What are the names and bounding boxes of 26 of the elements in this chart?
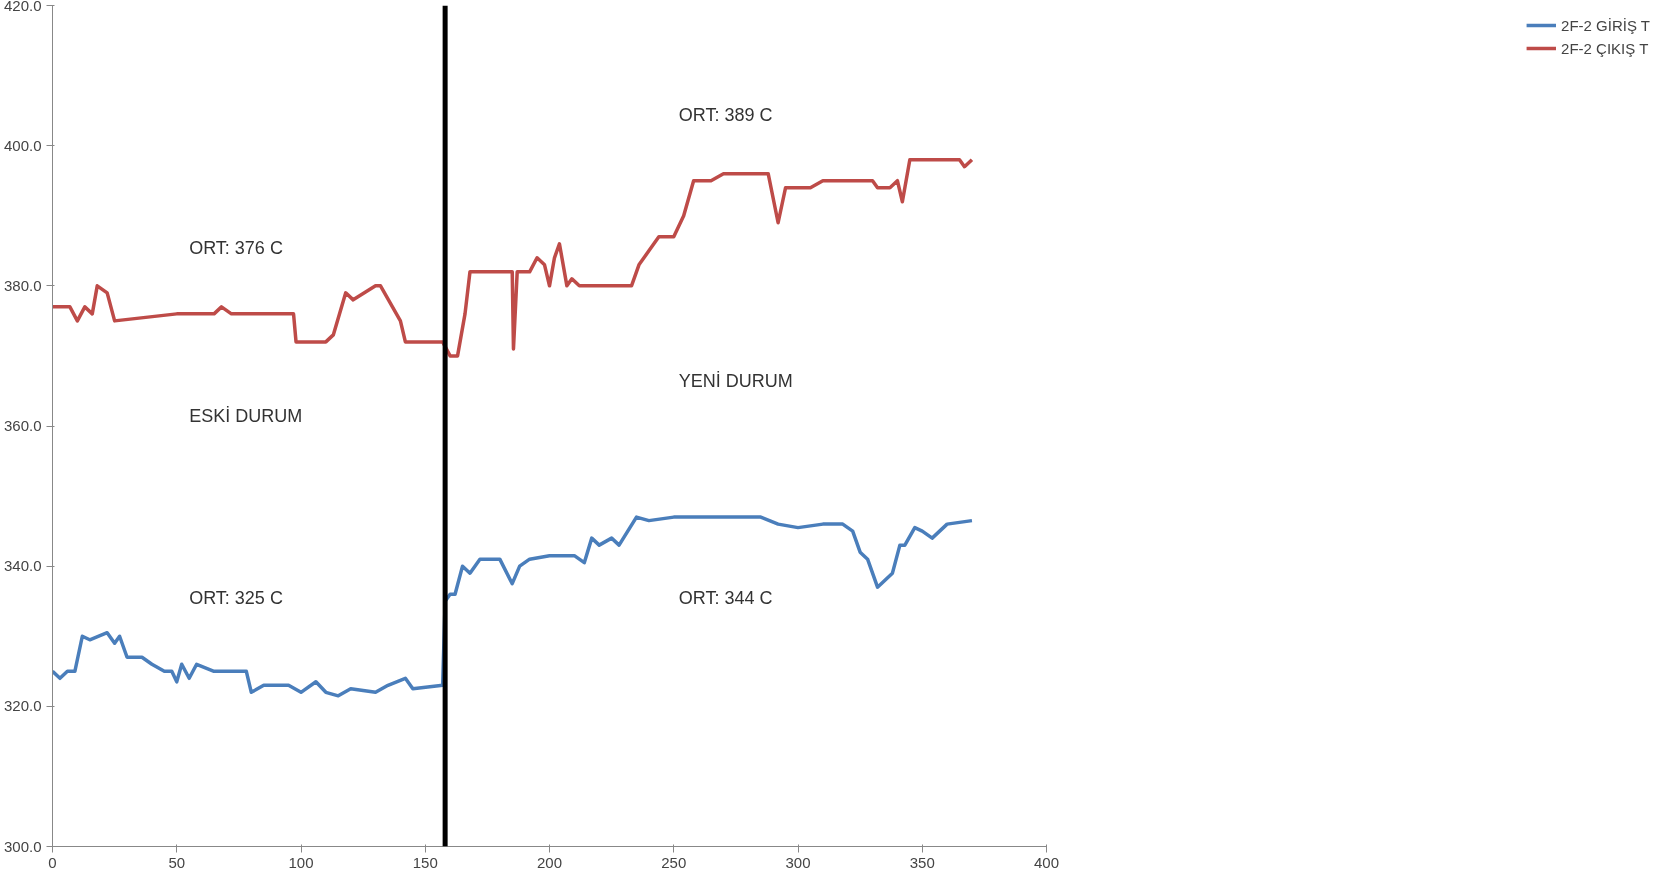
y-tick-label: 400.0 <box>3 136 42 154</box>
legend-label: 2F-2 ÇIKIŞ T <box>1561 39 1649 57</box>
y-tick-label: 320.0 <box>3 697 42 715</box>
line-series <box>52 157 974 358</box>
x-tick-label: 0 <box>48 853 57 871</box>
x-tick-label: 400 <box>1033 853 1060 871</box>
y-tick-label: 360.0 <box>3 417 42 434</box>
line-series <box>52 515 974 698</box>
annotation: YENİ DURUM <box>678 370 793 391</box>
x-tick-label: 250 <box>661 853 687 871</box>
annotation: ORT: 344 C <box>678 588 773 609</box>
y-tick-label: 300.0 <box>3 837 42 855</box>
x-tick-label: 100 <box>288 853 314 871</box>
y-tick-label: 340.0 <box>3 557 42 575</box>
x-tick-label: 350 <box>909 853 935 871</box>
annotation: ORT: 376 C <box>189 237 283 258</box>
annotation: ORT: 389 C <box>678 104 773 125</box>
annotation: ORT: 325 C <box>189 588 283 609</box>
x-tick-label: 200 <box>536 853 563 871</box>
y-tick-label: 420.0 <box>3 0 42 14</box>
x-tick-label: 150 <box>412 853 438 871</box>
y-tick-label: 380.0 <box>3 276 42 294</box>
annotation: ESKİ DURUM <box>189 406 303 426</box>
x-tick-label: 300 <box>785 853 811 871</box>
legend-label: 2F-2 GİRİŞ T <box>1561 16 1650 34</box>
x-tick-label: 50 <box>168 853 186 871</box>
